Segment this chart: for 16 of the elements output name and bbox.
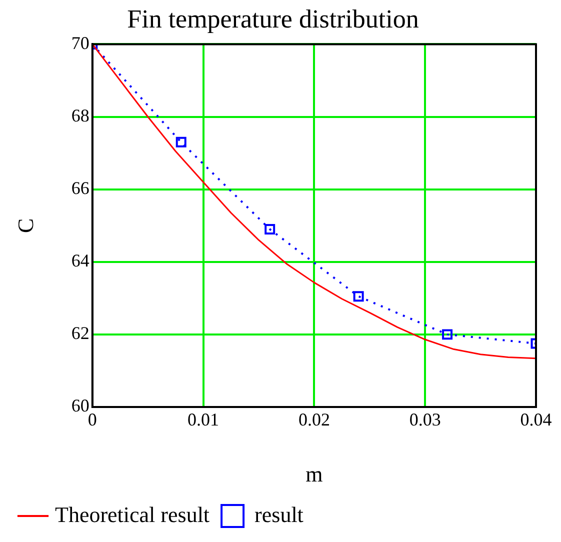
- y-axis-title: C: [12, 218, 38, 233]
- y-tick-label: 64: [71, 250, 90, 271]
- y-tick-label: 62: [71, 323, 90, 344]
- legend-label: Theoretical result: [55, 502, 210, 527]
- x-tick-label: 0.03: [409, 410, 441, 430]
- y-tick-label: 66: [71, 178, 90, 198]
- x-axis-title: m: [306, 462, 323, 487]
- y-tick-label: 70: [71, 32, 90, 53]
- x-tick-label: 0: [88, 410, 97, 430]
- x-tick-label: 0.04: [520, 410, 552, 430]
- x-tick-label: 0.02: [298, 410, 330, 430]
- y-tick-label: 68: [71, 105, 90, 126]
- legend-label: result: [254, 502, 304, 527]
- y-tick-label: 60: [71, 396, 90, 416]
- x-tick-label: 0.01: [188, 410, 220, 430]
- chart-title: Fin temperature distribution: [127, 4, 419, 34]
